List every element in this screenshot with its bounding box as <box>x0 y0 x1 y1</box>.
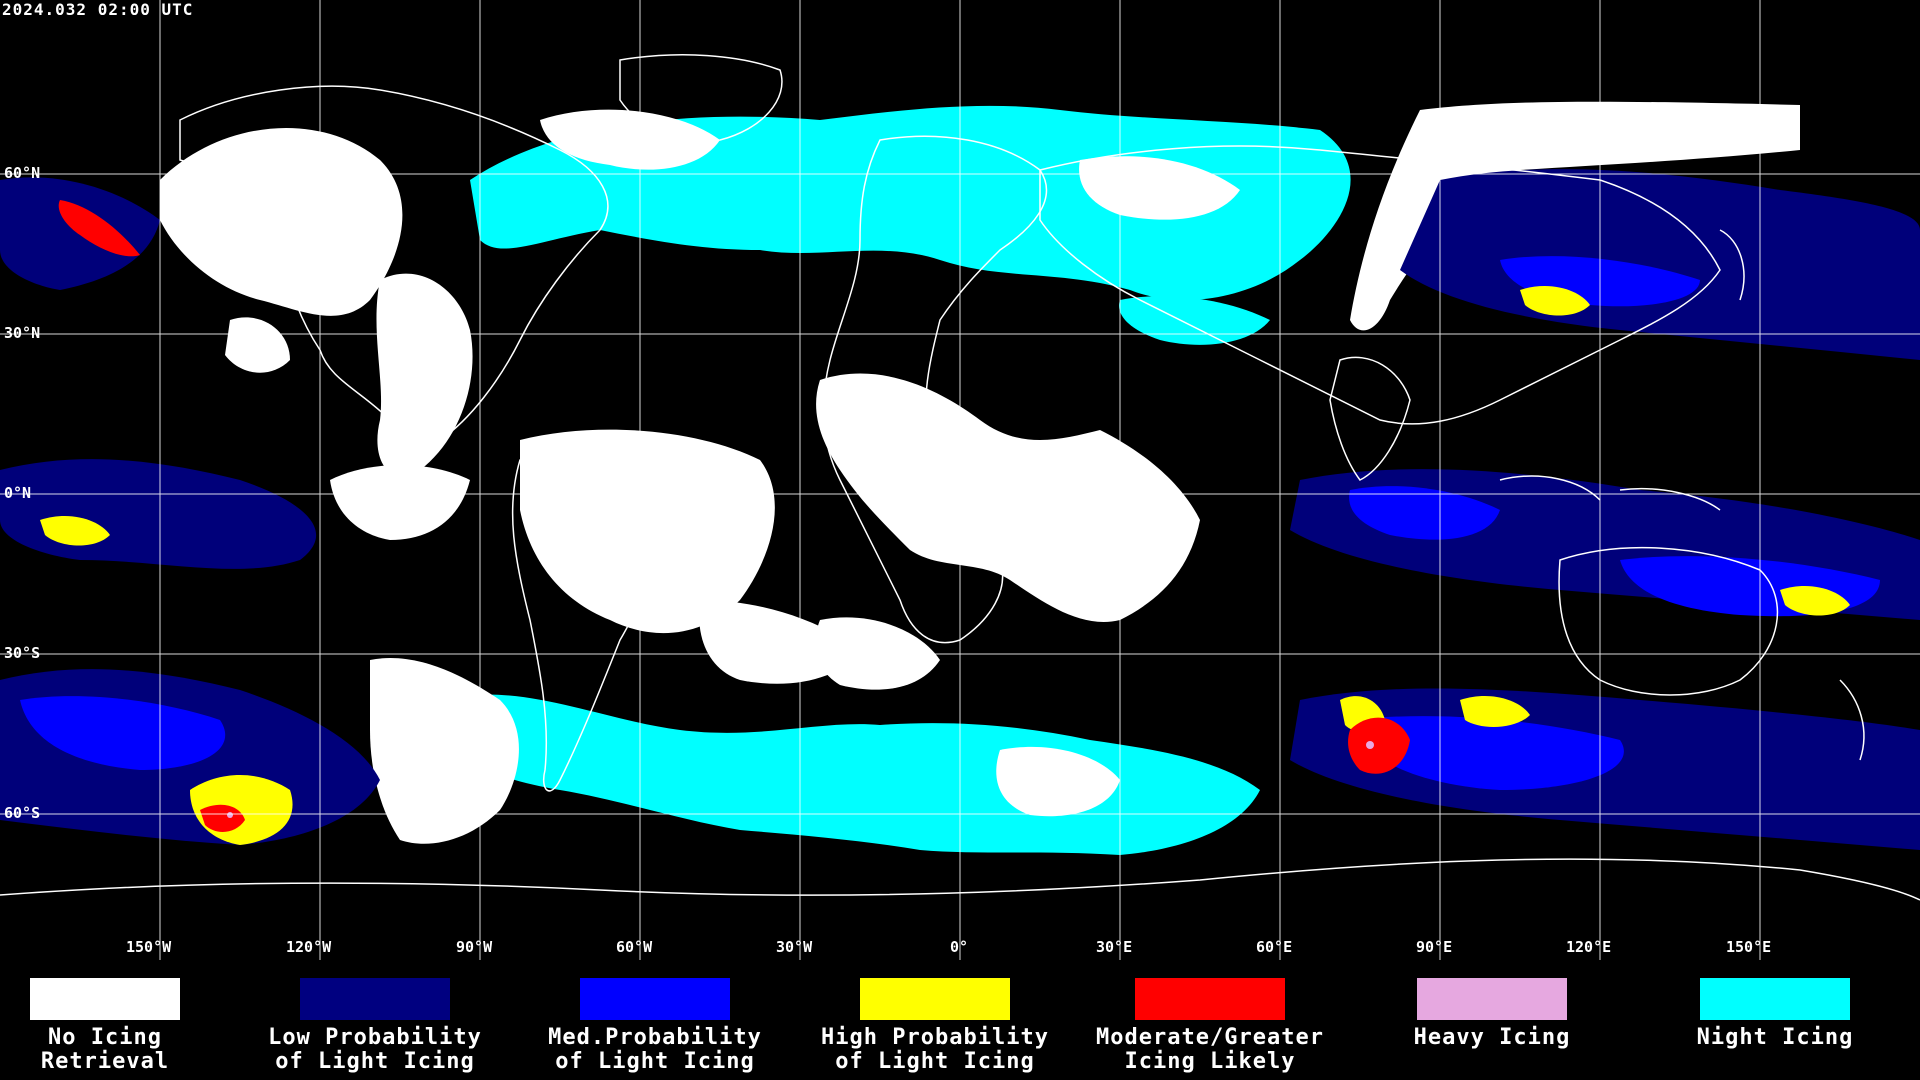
legend-line: Med.Probability <box>548 1025 762 1050</box>
legend-label-low-prob: Low Probability of Light Icing <box>235 1026 515 1074</box>
moderate-icing-areas <box>58 200 1410 832</box>
legend-line: Low Probability <box>268 1025 482 1050</box>
legend-item-no-icing: No Icing Retrieval <box>0 978 245 1074</box>
legend-line: Icing Likely <box>1124 1049 1296 1074</box>
legend-swatch-low-prob <box>300 978 450 1020</box>
legend-swatch-med-prob <box>580 978 730 1020</box>
legend-item-night: Night Icing <box>1635 978 1915 1050</box>
no-icing-areas <box>160 101 1800 844</box>
legend-label-med-prob: Med.Probability of Light Icing <box>515 1026 795 1074</box>
lon-label-30e: 30°E <box>1096 938 1133 956</box>
legend-item-low-prob: Low Probability of Light Icing <box>235 978 515 1074</box>
icing-map: 2024.032 02:00 UTC 60°N 30°N 0°N 30°S 60… <box>0 0 1920 960</box>
legend-swatch-night <box>1700 978 1850 1020</box>
timestamp-label: 2024.032 02:00 UTC <box>2 0 194 19</box>
legend-label-heavy: Heavy Icing <box>1352 1026 1632 1050</box>
lon-label-60w: 60°W <box>616 938 653 956</box>
lon-label-60e: 60°E <box>1256 938 1293 956</box>
legend-line: No Icing <box>48 1025 162 1050</box>
lat-label-60s: 60°S <box>4 804 41 822</box>
legend-line: Night Icing <box>1696 1025 1854 1050</box>
legend-line: Heavy Icing <box>1413 1025 1571 1050</box>
lon-label-150e: 150°E <box>1726 938 1772 956</box>
graticule <box>0 0 1920 960</box>
coastlines <box>0 54 1920 901</box>
legend-line: of Light Icing <box>555 1049 755 1074</box>
legend-swatch-high-prob <box>860 978 1010 1020</box>
legend-swatch-heavy <box>1417 978 1567 1020</box>
lat-label-0n: 0°N <box>4 484 32 502</box>
legend-label-night: Night Icing <box>1635 1026 1915 1050</box>
legend-label-high-prob: High Probability of Light Icing <box>795 1026 1075 1074</box>
lon-label-90w: 90°W <box>456 938 493 956</box>
lon-label-120w: 120°W <box>286 938 332 956</box>
legend-line: of Light Icing <box>275 1049 475 1074</box>
lat-label-30s: 30°S <box>4 644 41 662</box>
legend-line: of Light Icing <box>835 1049 1035 1074</box>
legend-label-no-icing: No Icing Retrieval <box>0 1026 245 1074</box>
legend-line: Retrieval <box>40 1049 170 1074</box>
lon-label-120e: 120°E <box>1566 938 1612 956</box>
lon-label-150w: 150°W <box>126 938 172 956</box>
lon-label-90e: 90°E <box>1416 938 1453 956</box>
lon-label-30w: 30°W <box>776 938 813 956</box>
legend: No Icing Retrieval Low Probability of Li… <box>0 960 1920 1080</box>
legend-label-moderate: Moderate/Greater Icing Likely <box>1070 1026 1350 1074</box>
legend-item-heavy: Heavy Icing <box>1352 978 1632 1050</box>
lon-label-0: 0° <box>950 938 969 956</box>
legend-item-high-prob: High Probability of Light Icing <box>795 978 1075 1074</box>
legend-item-med-prob: Med.Probability of Light Icing <box>515 978 795 1074</box>
lat-label-30n: 30°N <box>4 324 41 342</box>
legend-swatch-moderate <box>1135 978 1285 1020</box>
map-canvas <box>0 0 1920 960</box>
med-probability-icing-areas <box>20 256 1880 790</box>
legend-line: High Probability <box>821 1025 1049 1050</box>
legend-line: Moderate/Greater <box>1096 1025 1324 1050</box>
lat-label-60n: 60°N <box>4 164 41 182</box>
legend-swatch-no-icing <box>30 978 180 1020</box>
legend-item-moderate: Moderate/Greater Icing Likely <box>1070 978 1350 1074</box>
